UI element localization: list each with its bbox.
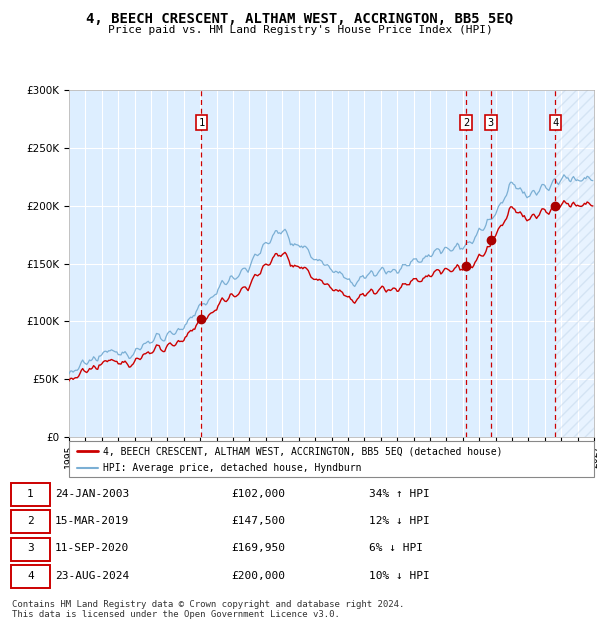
Text: 10% ↓ HPI: 10% ↓ HPI — [369, 571, 430, 581]
Text: 3: 3 — [488, 118, 494, 128]
Text: 3: 3 — [27, 543, 34, 554]
Text: 2: 2 — [463, 118, 469, 128]
Text: 2: 2 — [27, 516, 34, 526]
Text: Price paid vs. HM Land Registry's House Price Index (HPI): Price paid vs. HM Land Registry's House … — [107, 25, 493, 35]
Text: 15-MAR-2019: 15-MAR-2019 — [55, 516, 130, 526]
Text: 1: 1 — [27, 489, 34, 498]
FancyBboxPatch shape — [11, 510, 50, 533]
Text: 24-JAN-2003: 24-JAN-2003 — [55, 489, 130, 498]
Text: £147,500: £147,500 — [231, 516, 285, 526]
Text: £200,000: £200,000 — [231, 571, 285, 581]
Text: 34% ↑ HPI: 34% ↑ HPI — [369, 489, 430, 498]
Text: 6% ↓ HPI: 6% ↓ HPI — [369, 543, 423, 554]
Text: 4: 4 — [27, 571, 34, 581]
Bar — [555, 90, 594, 437]
Text: 4, BEECH CRESCENT, ALTHAM WEST, ACCRINGTON, BB5 5EQ: 4, BEECH CRESCENT, ALTHAM WEST, ACCRINGT… — [86, 12, 514, 27]
Text: 12% ↓ HPI: 12% ↓ HPI — [369, 516, 430, 526]
Text: This data is licensed under the Open Government Licence v3.0.: This data is licensed under the Open Gov… — [12, 610, 340, 619]
Text: 1: 1 — [198, 118, 205, 128]
Text: 11-SEP-2020: 11-SEP-2020 — [55, 543, 130, 554]
Text: HPI: Average price, detached house, Hyndburn: HPI: Average price, detached house, Hynd… — [103, 463, 362, 472]
FancyBboxPatch shape — [69, 441, 594, 477]
Text: 4: 4 — [552, 118, 559, 128]
Text: Contains HM Land Registry data © Crown copyright and database right 2024.: Contains HM Land Registry data © Crown c… — [12, 600, 404, 609]
Text: 23-AUG-2024: 23-AUG-2024 — [55, 571, 130, 581]
FancyBboxPatch shape — [11, 565, 50, 588]
Text: £169,950: £169,950 — [231, 543, 285, 554]
Text: 4, BEECH CRESCENT, ALTHAM WEST, ACCRINGTON, BB5 5EQ (detached house): 4, BEECH CRESCENT, ALTHAM WEST, ACCRINGT… — [103, 446, 503, 456]
Text: £102,000: £102,000 — [231, 489, 285, 498]
FancyBboxPatch shape — [11, 483, 50, 506]
FancyBboxPatch shape — [11, 538, 50, 560]
